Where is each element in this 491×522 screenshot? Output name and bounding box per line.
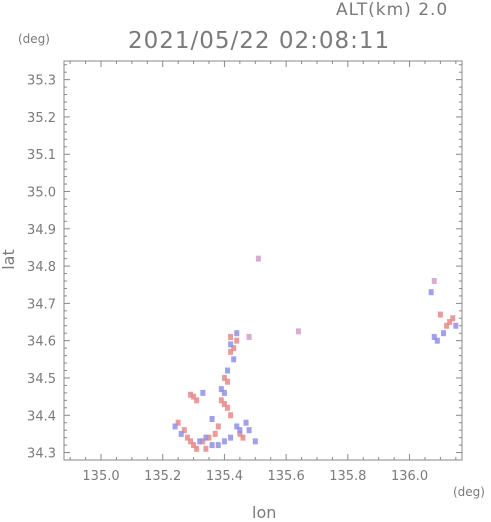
data-point (200, 438, 206, 445)
x-tick-label: 135.0 (82, 469, 119, 484)
data-point (209, 415, 215, 422)
data-point (255, 255, 261, 262)
data-point (237, 430, 243, 437)
data-point (191, 393, 197, 400)
data-point (240, 434, 246, 441)
data-point (228, 333, 234, 340)
data-point (194, 445, 200, 452)
tick-labels: 135.0 135.2 135.4 135.6 135.8 136.0 34.3 34.4 34… (27, 74, 428, 484)
data-point (450, 315, 456, 322)
data-point (215, 442, 221, 449)
x-tick-label: 135.2 (144, 469, 181, 484)
data-point (200, 389, 206, 396)
data-point (178, 430, 184, 437)
data-point (437, 311, 443, 318)
y-unit-label: (deg) (18, 32, 50, 46)
data-point (203, 434, 209, 441)
y-tick-label: 35.3 (27, 74, 56, 89)
axis-ticks (64, 61, 462, 461)
y-tick-label: 35.0 (27, 186, 56, 201)
data-point (218, 386, 224, 393)
data-point (172, 423, 178, 430)
data-point (225, 378, 231, 385)
data-point (221, 389, 227, 396)
data-point (243, 419, 249, 426)
data-point (221, 438, 227, 445)
data-point (234, 423, 240, 430)
data-point (187, 438, 193, 445)
data-point (228, 412, 234, 419)
data-point (181, 427, 187, 434)
data-point (431, 333, 437, 340)
x-axis-label: lon (252, 503, 277, 522)
data-point (225, 367, 231, 374)
data-point (228, 434, 234, 441)
data-point (187, 391, 193, 398)
data-point (444, 322, 450, 329)
y-tick-label: 34.3 (27, 447, 56, 462)
data-point (215, 423, 221, 430)
data-point (218, 397, 224, 404)
y-tick-label: 34.7 (27, 297, 56, 312)
data-point (209, 442, 215, 449)
data-point (246, 333, 252, 340)
data-point (234, 337, 240, 344)
data-point (184, 434, 190, 441)
data-point (228, 348, 234, 355)
data-marks (172, 255, 459, 452)
y-tick-label: 34.5 (27, 372, 56, 387)
y-tick-label: 34.6 (27, 335, 56, 350)
data-point (175, 419, 181, 426)
data-point (246, 427, 252, 434)
data-point (434, 337, 440, 344)
data-point (212, 430, 218, 437)
x-tick-label: 135.8 (329, 469, 366, 484)
plot-frame (63, 60, 463, 461)
x-unit-label: (deg) (453, 485, 485, 499)
y-tick-label: 34.9 (27, 223, 56, 238)
y-tick-label: 34.8 (27, 260, 56, 275)
data-point (225, 404, 231, 411)
data-point (203, 445, 209, 452)
data-point (234, 330, 240, 337)
data-point (221, 374, 227, 381)
y-tick-label: 35.2 (27, 111, 56, 126)
x-tick-label: 135.4 (206, 469, 243, 484)
data-point (447, 319, 453, 326)
data-point (206, 434, 212, 441)
altitude-label: ALT(km) 2.0 (336, 0, 449, 20)
data-point (252, 438, 258, 445)
data-point (428, 289, 434, 296)
data-point (221, 401, 227, 408)
x-tick-label: 136.0 (391, 469, 428, 484)
y-tick-label: 34.4 (27, 409, 56, 424)
data-point (231, 356, 237, 363)
data-point (237, 427, 243, 434)
timestamp-title: 2021/05/22 02:08:11 (128, 28, 391, 54)
data-point (191, 442, 197, 449)
data-point (453, 322, 459, 329)
data-point (231, 345, 237, 352)
data-point (431, 278, 437, 285)
data-point (197, 438, 203, 445)
x-tick-label: 135.6 (268, 469, 305, 484)
data-point (194, 397, 200, 404)
data-point (295, 328, 301, 335)
data-point (440, 330, 446, 337)
data-point (228, 341, 234, 348)
y-tick-label: 35.1 (27, 148, 56, 163)
